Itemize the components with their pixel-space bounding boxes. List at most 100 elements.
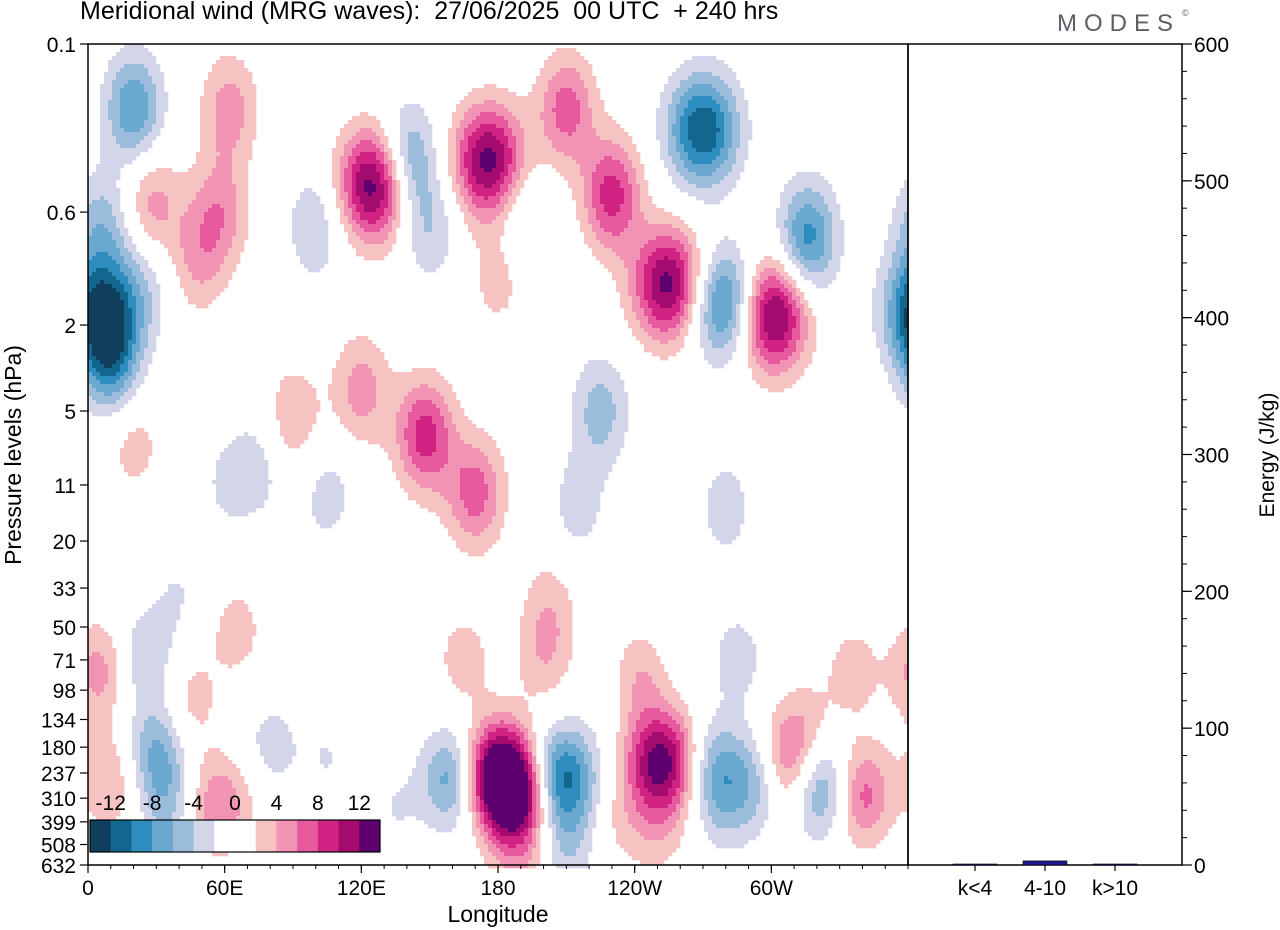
contour-cell [156, 712, 161, 717]
contour-cell [308, 424, 313, 429]
contour-cell [236, 476, 241, 481]
contour-cell [132, 384, 137, 389]
contour-cell [100, 168, 105, 173]
contour-cell [212, 160, 217, 165]
contour-cell [236, 660, 241, 665]
contour-cell [100, 348, 105, 353]
contour-cell [232, 260, 237, 265]
contour-cell [104, 264, 109, 269]
contour-cell [136, 432, 141, 437]
contour-cell [224, 488, 229, 493]
contour-cell [140, 692, 145, 697]
contour-cell [144, 356, 149, 361]
contour-cell [128, 336, 133, 341]
contour-cell [164, 212, 169, 217]
contour-cell [208, 244, 213, 249]
contour-cell [328, 504, 333, 509]
contour-cell [192, 268, 197, 273]
contour-cell [228, 188, 233, 193]
contour-cell [348, 200, 353, 205]
contour-cell [364, 376, 369, 381]
contour-cell [252, 496, 257, 501]
contour-cell [264, 756, 269, 761]
contour-cell [152, 192, 157, 197]
contour-cell [108, 328, 113, 333]
contour-cell [172, 252, 177, 257]
contour-cell [240, 136, 245, 141]
contour-cell [100, 240, 105, 245]
contour-cell [92, 700, 97, 705]
contour-cell [108, 652, 113, 657]
contour-cell [144, 456, 149, 461]
contour-cell [240, 600, 245, 605]
contour-cell [320, 756, 325, 761]
contour-cell [344, 348, 349, 353]
contour-cell [156, 328, 161, 333]
contour-cell [368, 412, 373, 417]
contour-cell [296, 400, 301, 405]
contour-cell [108, 348, 113, 353]
contour-cell [132, 436, 137, 441]
contour-cell [112, 752, 117, 757]
contour-cell [360, 372, 365, 377]
contour-cell [108, 676, 113, 681]
contour-cell [176, 736, 181, 741]
contour-cell [112, 92, 117, 97]
contour-cell [132, 116, 137, 121]
contour-cell [224, 184, 229, 189]
contour-cell [88, 284, 93, 289]
contour-cell [120, 328, 125, 333]
contour-cell [96, 192, 101, 197]
contour-cell [92, 232, 97, 237]
contour-cell [116, 280, 121, 285]
contour-cell [216, 276, 221, 281]
contour-cell [364, 116, 369, 121]
contour-cell [336, 176, 341, 181]
contour-cell [320, 480, 325, 485]
contour-cell [168, 236, 173, 241]
contour-cell [156, 784, 161, 789]
contour-cell [172, 812, 177, 817]
contour-cell [352, 432, 357, 437]
contour-cell [320, 500, 325, 505]
contour-cell [104, 720, 109, 725]
contour-cell [136, 328, 141, 333]
contour-cell [244, 184, 249, 189]
contour-cell [228, 768, 233, 773]
contour-cell [100, 668, 105, 673]
contour-cell [320, 228, 325, 233]
contour-cell [160, 708, 165, 713]
contour-cell [368, 428, 373, 433]
contour-cell [144, 800, 149, 805]
contour-cell [300, 192, 305, 197]
contour-cell [120, 240, 125, 245]
contour-cell [240, 188, 245, 193]
contour-cell [208, 124, 213, 129]
contour-cell [140, 284, 145, 289]
contour-cell [300, 200, 305, 205]
contour-cell [156, 744, 161, 749]
contour-cell [144, 212, 149, 217]
contour-cell [128, 116, 133, 121]
contour-cell [280, 420, 285, 425]
contour-cell [148, 448, 153, 453]
contour-cell [232, 448, 237, 453]
contour-cell [144, 756, 149, 761]
contour-cell [88, 180, 93, 185]
contour-cell [88, 724, 93, 729]
contour-cell [108, 252, 113, 257]
contour-cell [216, 468, 221, 473]
contour-cell [152, 68, 157, 73]
contour-cell [240, 180, 245, 185]
contour-cell [140, 104, 145, 109]
contour-cell [136, 56, 141, 61]
contour-cell [88, 272, 93, 277]
contour-cell [172, 808, 177, 813]
contour-cell [204, 96, 209, 101]
contour-cell [156, 796, 161, 801]
contour-cell [176, 608, 181, 613]
contour-cell [116, 400, 121, 405]
contour-cell [344, 124, 349, 129]
contour-cell [132, 144, 137, 149]
contour-cell [184, 240, 189, 245]
